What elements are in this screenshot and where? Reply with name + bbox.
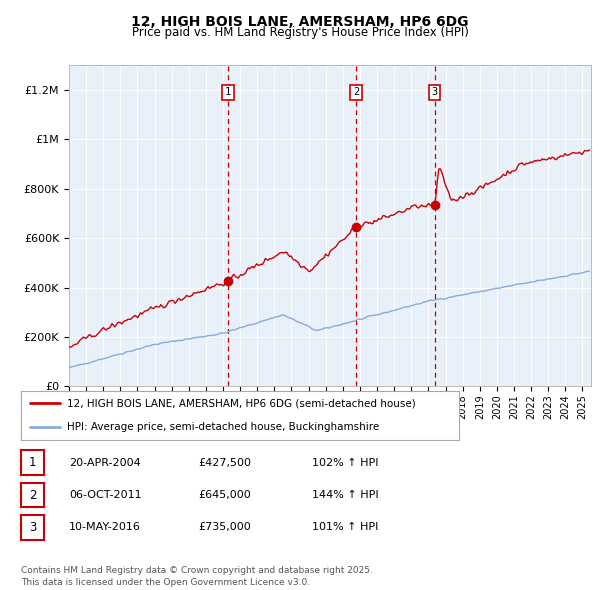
Text: £645,000: £645,000: [198, 490, 251, 500]
Text: Contains HM Land Registry data © Crown copyright and database right 2025.
This d: Contains HM Land Registry data © Crown c…: [21, 566, 373, 587]
Text: Price paid vs. HM Land Registry's House Price Index (HPI): Price paid vs. HM Land Registry's House …: [131, 26, 469, 39]
Text: 1: 1: [225, 87, 231, 97]
Text: 1: 1: [29, 456, 36, 469]
Text: HPI: Average price, semi-detached house, Buckinghamshire: HPI: Average price, semi-detached house,…: [67, 422, 379, 432]
Text: 12, HIGH BOIS LANE, AMERSHAM, HP6 6DG (semi-detached house): 12, HIGH BOIS LANE, AMERSHAM, HP6 6DG (s…: [67, 398, 416, 408]
Text: 12, HIGH BOIS LANE, AMERSHAM, HP6 6DG: 12, HIGH BOIS LANE, AMERSHAM, HP6 6DG: [131, 15, 469, 29]
Text: 06-OCT-2011: 06-OCT-2011: [69, 490, 142, 500]
Text: 3: 3: [431, 87, 437, 97]
Text: 2: 2: [29, 489, 36, 502]
Text: £427,500: £427,500: [198, 458, 251, 467]
Text: 101% ↑ HPI: 101% ↑ HPI: [312, 523, 379, 532]
Text: 102% ↑ HPI: 102% ↑ HPI: [312, 458, 379, 467]
Text: 10-MAY-2016: 10-MAY-2016: [69, 523, 141, 532]
Text: 2: 2: [353, 87, 359, 97]
Text: 144% ↑ HPI: 144% ↑ HPI: [312, 490, 379, 500]
Text: 3: 3: [29, 521, 36, 534]
Text: 20-APR-2004: 20-APR-2004: [69, 458, 141, 467]
Text: £735,000: £735,000: [198, 523, 251, 532]
